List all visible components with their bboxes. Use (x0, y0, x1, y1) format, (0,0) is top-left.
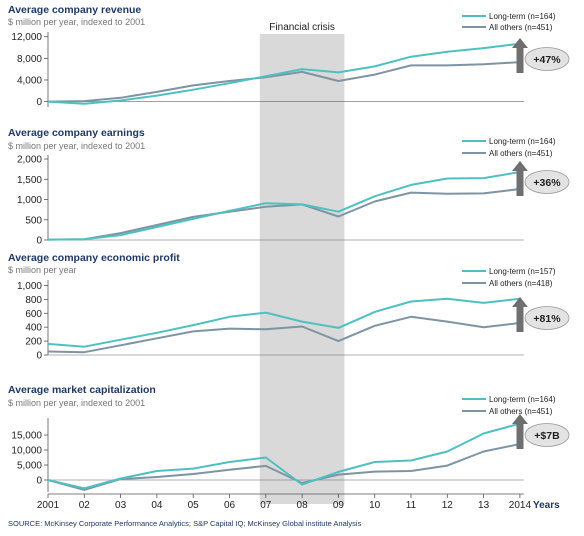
legend-entry: Long-term (n=157) (489, 267, 556, 276)
up-arrow-icon (516, 47, 524, 73)
y-tick-label: 5,000 (17, 461, 42, 472)
y-tick-label: 1,500 (17, 175, 42, 186)
change-badge (524, 306, 570, 330)
x-axis-title: Years (533, 500, 560, 511)
y-tick-label: 4,000 (17, 75, 42, 86)
x-tick-label: 2001 (37, 500, 60, 511)
legend-entry: All others (n=451) (489, 149, 553, 158)
financial-crisis-label: Financial crisis (269, 22, 335, 33)
x-tick-label: 02 (79, 500, 91, 511)
financial-crisis-band (259, 34, 345, 504)
y-tick-label: 10,000 (11, 446, 42, 457)
legend-entry: Long-term (n=164) (489, 12, 556, 21)
legend-entry: All others (n=451) (489, 407, 553, 416)
source-note: SOURCE: McKinsey Corporate Performance A… (8, 519, 362, 528)
y-tick-label: 0 (36, 476, 42, 487)
panel-3: Average company economic profit$ million… (8, 252, 570, 362)
x-tick-label: 05 (188, 500, 200, 511)
panel-1: Average company revenue$ million per yea… (8, 4, 570, 108)
y-tick-label: 0 (36, 97, 42, 108)
panel-subtitle: $ million per year, indexed to 2001 (8, 398, 145, 408)
x-tick-label: 12 (442, 500, 454, 511)
up-arrow-icon (516, 423, 524, 449)
up-arrow-icon (512, 414, 528, 424)
y-tick-label: 500 (25, 215, 42, 226)
x-tick-label: 04 (151, 500, 163, 511)
x-tick-label: 08 (297, 500, 309, 511)
up-arrow-icon (516, 306, 524, 332)
legend-entry: All others (n=418) (489, 279, 553, 288)
up-arrow-icon (512, 161, 528, 171)
y-tick-label: 2,000 (17, 155, 42, 166)
series-line-long-term (47, 42, 521, 105)
panel-2: Average company earnings $ million per ye… (8, 127, 570, 247)
panel-4: Average market capitalization $ million p… (8, 384, 570, 492)
x-tick-label: 07 (260, 500, 272, 511)
y-tick-label: 15,000 (11, 431, 42, 442)
y-tick-label: 1,000 (17, 195, 42, 206)
change-badge (524, 170, 570, 194)
series-line-long-term (47, 422, 521, 490)
series-line-all-others (47, 188, 521, 241)
change-badge-label: +47% (533, 54, 561, 66)
panel-title: Average company earnings (8, 127, 145, 139)
y-tick-label: 1,000 (17, 281, 42, 292)
change-badge-label: +81% (533, 313, 561, 325)
change-badge-label: +36% (533, 177, 561, 189)
panel-title: Average company revenue (8, 4, 141, 16)
panel-subtitle: $ million per year, indexed to 2001 (8, 17, 145, 27)
series-line-all-others (47, 315, 521, 354)
up-arrow-icon (516, 170, 524, 196)
y-tick-label: 12,000 (11, 32, 42, 43)
up-arrow-icon (512, 38, 528, 48)
y-tick-label: 0 (36, 236, 42, 247)
panel-subtitle: $ million per year (8, 265, 77, 275)
y-tick-label: 200 (25, 337, 42, 348)
series-line-long-term (47, 171, 521, 241)
panel-subtitle: $ million per year, indexed to 2001 (8, 141, 145, 151)
panel-title: Average company economic profit (8, 252, 180, 264)
x-tick-label: 2014 (509, 500, 532, 511)
y-tick-label: 8,000 (17, 54, 42, 65)
y-tick-label: 600 (25, 309, 42, 320)
legend-entry: All others (n=451) (489, 23, 553, 32)
y-tick-label: 400 (25, 323, 42, 334)
x-tick-label: 10 (369, 500, 381, 511)
panel-title: Average market capitalization (8, 384, 156, 396)
change-badge (524, 423, 570, 447)
legend-entry: Long-term (n=164) (489, 395, 556, 404)
y-tick-label: 0 (36, 351, 42, 362)
series-line-all-others (47, 61, 520, 103)
x-tick-label: 03 (115, 500, 127, 511)
x-tick-label: 09 (333, 500, 345, 511)
change-badge-label: +$7B (534, 430, 560, 442)
x-tick-label: 11 (406, 500, 417, 511)
x-tick-label: 06 (224, 500, 236, 511)
up-arrow-icon (512, 297, 528, 307)
series-line-all-others (47, 443, 521, 491)
x-axis: 2001 02 03 04 05 06 07 08 09 10 11 12 13 2014 (37, 493, 532, 511)
legend-entry: Long-term (n=164) (489, 137, 556, 146)
series-line-long-term (47, 297, 521, 348)
change-badge (524, 47, 570, 71)
x-tick-label: 13 (478, 500, 490, 511)
y-tick-label: 800 (25, 295, 42, 306)
